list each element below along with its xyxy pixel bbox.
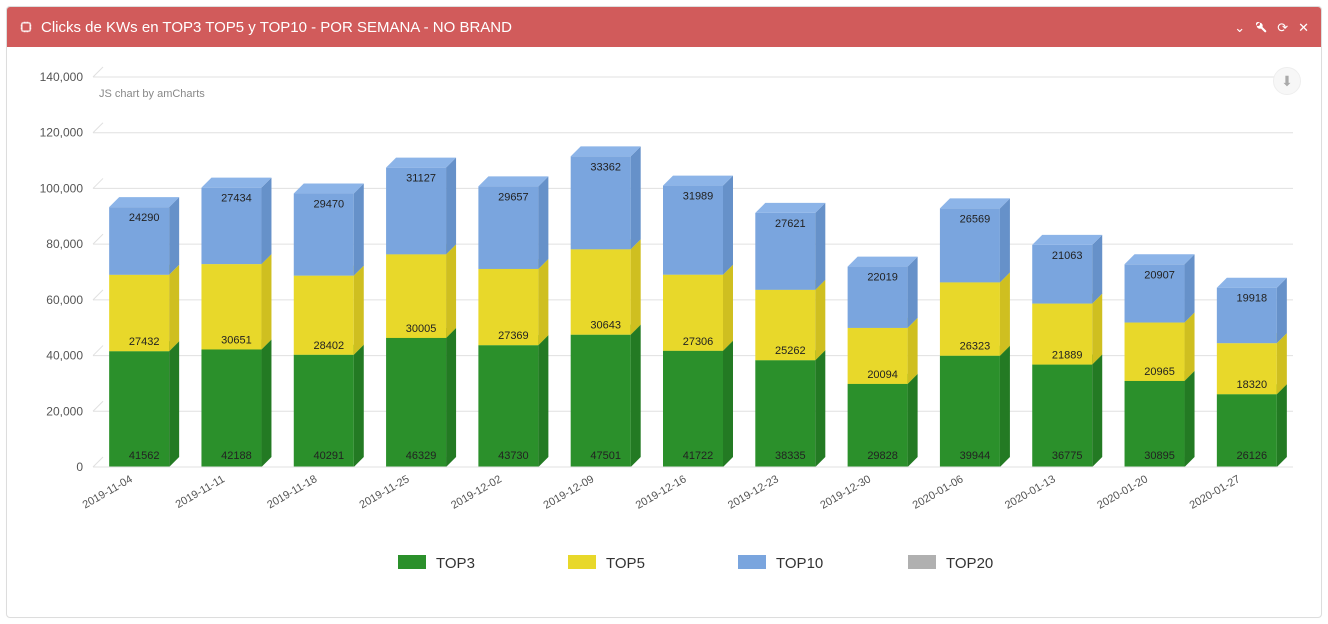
svg-text:30643: 30643 [590, 320, 621, 332]
svg-text:0: 0 [76, 460, 83, 474]
svg-text:36775: 36775 [1052, 450, 1083, 462]
svg-text:19918: 19918 [1237, 293, 1268, 305]
svg-text:20965: 20965 [1144, 366, 1175, 378]
export-button[interactable]: ⬇ [1273, 67, 1301, 95]
svg-text:2019-12-02: 2019-12-02 [449, 473, 504, 512]
svg-text:20,000: 20,000 [46, 404, 83, 418]
svg-text:29828: 29828 [867, 450, 898, 462]
svg-text:41722: 41722 [683, 450, 714, 462]
svg-text:38335: 38335 [775, 450, 806, 462]
collapse-icon[interactable]: ⌄ [1234, 21, 1245, 34]
svg-text:39944: 39944 [960, 450, 991, 462]
svg-text:2019-12-23: 2019-12-23 [726, 473, 781, 512]
svg-text:24290: 24290 [129, 212, 160, 224]
svg-text:43730: 43730 [498, 450, 529, 462]
svg-text:100,000: 100,000 [40, 181, 84, 195]
svg-text:27432: 27432 [129, 336, 160, 348]
svg-text:2019-12-30: 2019-12-30 [818, 473, 873, 512]
svg-text:2020-01-27: 2020-01-27 [1188, 473, 1243, 512]
svg-text:33362: 33362 [590, 161, 621, 173]
svg-text:120,000: 120,000 [40, 126, 84, 140]
svg-text:80,000: 80,000 [46, 237, 83, 251]
svg-text:29470: 29470 [313, 199, 344, 211]
stacked-bar-chart: 0 20,000 40,000 60,000 80,000 100,000 120,000 1… [17, 57, 1313, 609]
svg-text:TOP5: TOP5 [606, 555, 645, 572]
svg-text:26126: 26126 [1237, 450, 1268, 462]
svg-text:2019-11-11: 2019-11-11 [174, 473, 227, 511]
svg-text:2020-01-13: 2020-01-13 [1003, 473, 1058, 512]
svg-text:27306: 27306 [683, 336, 714, 348]
svg-text:21889: 21889 [1052, 350, 1083, 362]
svg-text:140,000: 140,000 [40, 70, 84, 84]
svg-text:TOP20: TOP20 [946, 555, 993, 572]
svg-text:31989: 31989 [683, 191, 714, 203]
svg-text:18320: 18320 [1237, 379, 1268, 391]
svg-text:2019-12-09: 2019-12-09 [541, 473, 596, 512]
refresh-icon[interactable]: ⟳ [1277, 21, 1288, 34]
panel-body: ⬇ 0 20,000 40,000 60,000 80,000 100,000 120,00… [7, 47, 1321, 618]
wrench-icon[interactable] [1255, 21, 1267, 33]
panel-title: Clicks de KWs en TOP3 TOP5 y TOP10 - POR… [41, 19, 512, 36]
svg-text:TOP10: TOP10 [776, 555, 823, 572]
panel-header: Clicks de KWs en TOP3 TOP5 y TOP10 - POR… [7, 7, 1321, 47]
svg-text:29657: 29657 [498, 191, 529, 203]
svg-text:27369: 27369 [498, 330, 529, 342]
svg-text:31127: 31127 [406, 173, 436, 185]
dashboard-panel: Clicks de KWs en TOP3 TOP5 y TOP10 - POR… [6, 6, 1322, 618]
svg-text:21063: 21063 [1052, 250, 1083, 262]
svg-text:20094: 20094 [867, 369, 898, 381]
svg-text:26323: 26323 [960, 341, 991, 353]
svg-text:20907: 20907 [1144, 269, 1175, 281]
svg-text:30895: 30895 [1144, 450, 1175, 462]
svg-text:TOP3: TOP3 [436, 555, 475, 572]
svg-text:2019-12-16: 2019-12-16 [634, 473, 689, 512]
svg-text:2020-01-20: 2020-01-20 [1095, 473, 1150, 512]
svg-text:28402: 28402 [313, 340, 344, 352]
svg-text:40291: 40291 [313, 450, 344, 462]
svg-text:60,000: 60,000 [46, 293, 83, 307]
svg-text:42188: 42188 [221, 450, 252, 462]
svg-text:30651: 30651 [221, 334, 252, 346]
svg-text:27621: 27621 [775, 218, 806, 230]
svg-text:2020-01-06: 2020-01-06 [911, 473, 966, 512]
svg-text:46329: 46329 [406, 450, 437, 462]
svg-text:41562: 41562 [129, 450, 160, 462]
svg-text:2019-11-25: 2019-11-25 [358, 473, 412, 511]
svg-text:2019-11-18: 2019-11-18 [265, 473, 319, 511]
memory-icon [19, 20, 33, 34]
svg-text:47501: 47501 [590, 450, 621, 462]
svg-text:30005: 30005 [406, 323, 437, 335]
svg-text:27434: 27434 [221, 193, 252, 205]
svg-text:JS chart by amCharts: JS chart by amCharts [99, 88, 205, 100]
svg-text:40,000: 40,000 [46, 349, 83, 363]
svg-text:25262: 25262 [775, 345, 806, 357]
svg-text:26569: 26569 [960, 213, 991, 225]
svg-text:2019-11-04: 2019-11-04 [81, 473, 135, 511]
svg-text:22019: 22019 [867, 272, 898, 284]
close-icon[interactable]: ✕ [1298, 21, 1309, 34]
